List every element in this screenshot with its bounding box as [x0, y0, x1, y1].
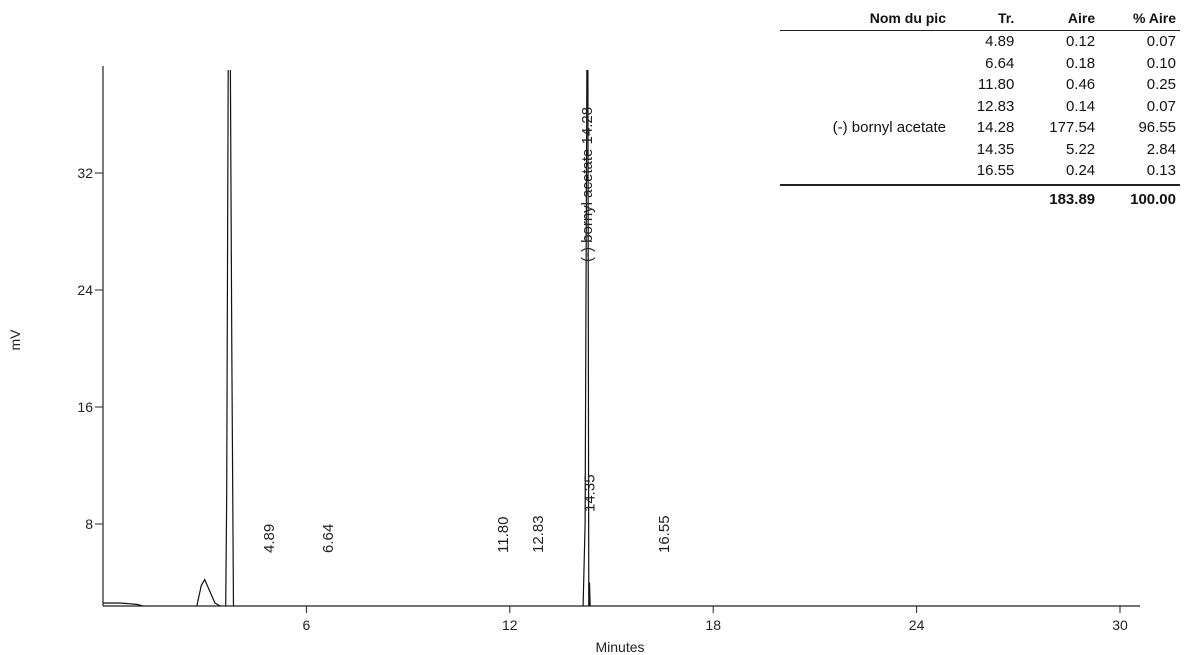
x-tick-label: 18: [705, 617, 721, 633]
peak-table: Nom du pic Tr. Aire % Aire 4.89 0.12 0.0…: [780, 8, 1180, 210]
area-percent: 0.07: [1146, 97, 1176, 115]
table-row: 11.80 0.46 0.25: [780, 74, 1180, 96]
total-area: 183.89: [1049, 190, 1096, 208]
header-peak-name: Nom du pic: [780, 8, 950, 31]
x-axis-ticks: 6 12 18 24 30: [303, 606, 1128, 633]
total-area-percent: 100.00: [1130, 190, 1176, 208]
retention-time: 11.80: [977, 76, 1015, 93]
retention-time: 6.64: [985, 54, 1015, 72]
peak-label: 11.80: [495, 517, 512, 553]
header-area-percent: % Aire: [1099, 8, 1180, 31]
total-name-cell: [780, 185, 950, 211]
y-axis-ticks: 8 16 24 32: [77, 165, 103, 532]
table-row: 12.83 0.14 0.07: [780, 96, 1180, 118]
x-tick-label: 24: [909, 617, 925, 633]
x-axis-title: Minutes: [595, 639, 644, 655]
total-rt-cell: [950, 185, 1018, 211]
retention-time: 14.28: [976, 119, 1015, 136]
peak-name: [780, 96, 950, 118]
area-percent: 0.13: [1099, 160, 1180, 186]
peak-name: (-) bornyl acetate: [832, 119, 946, 136]
peak-label: 14.35: [582, 474, 599, 512]
y-tick-label: 24: [77, 282, 93, 298]
y-axis-title: mV: [7, 329, 23, 351]
peak-label: 12.83: [530, 515, 547, 553]
peak-name: [780, 160, 950, 186]
y-tick-label: 16: [77, 399, 93, 415]
area: 0.46: [1065, 76, 1096, 93]
peak-labels: 4.89 6.64 11.80 12.83 (-) bornyl acetate 14.…: [261, 107, 673, 553]
area-percent: 96.55: [1138, 119, 1176, 136]
header-area: Aire: [1018, 8, 1100, 31]
chromatogram-trace: [103, 70, 591, 606]
area: 0.18: [1065, 54, 1096, 72]
peak-label: 16.55: [656, 515, 673, 553]
area-percent: 0.10: [1146, 54, 1176, 72]
header-retention-time: Tr.: [950, 8, 1019, 31]
area: 177.54: [1049, 119, 1096, 136]
table-row: 16.55 0.24 0.13: [780, 160, 1180, 186]
table-total-row: 183.89 100.00: [780, 185, 1180, 211]
y-tick-label: 32: [77, 165, 93, 181]
peak-table-header-row: Nom du pic Tr. Aire % Aire: [780, 8, 1180, 31]
peak-label: (-) bornyl acetate 14.28: [579, 107, 596, 262]
peak-name: [780, 139, 950, 161]
peak-name: [780, 74, 950, 96]
x-tick-label: 6: [303, 617, 311, 633]
peak-name: [780, 31, 950, 53]
area-percent: 0.07: [1146, 33, 1176, 50]
area: 0.12: [1065, 33, 1096, 50]
x-tick-label: 12: [502, 617, 518, 633]
area: 0.14: [1065, 97, 1096, 115]
area: 0.24: [1018, 160, 1100, 186]
table-row: (-) bornyl acetate 14.28 177.54 96.55: [780, 117, 1180, 139]
retention-time: 12.83: [976, 97, 1015, 115]
retention-time: 14.35: [976, 140, 1015, 158]
table-row: 14.35 5.22 2.84: [780, 139, 1180, 161]
table-row: 6.64 0.18 0.10: [780, 53, 1180, 75]
retention-time: 4.89: [985, 33, 1015, 50]
peak-name: [780, 53, 950, 75]
table-row: 4.89 0.12 0.07: [780, 31, 1180, 53]
peak-label: 4.89: [261, 524, 278, 553]
y-tick-label: 8: [85, 516, 93, 532]
area: 5.22: [1065, 140, 1096, 158]
area-percent: 2.84: [1146, 140, 1176, 158]
area-percent: 0.25: [1146, 76, 1176, 93]
retention-time: 16.55: [950, 160, 1019, 186]
peak-label: 6.64: [320, 524, 337, 553]
x-tick-label: 30: [1112, 617, 1128, 633]
